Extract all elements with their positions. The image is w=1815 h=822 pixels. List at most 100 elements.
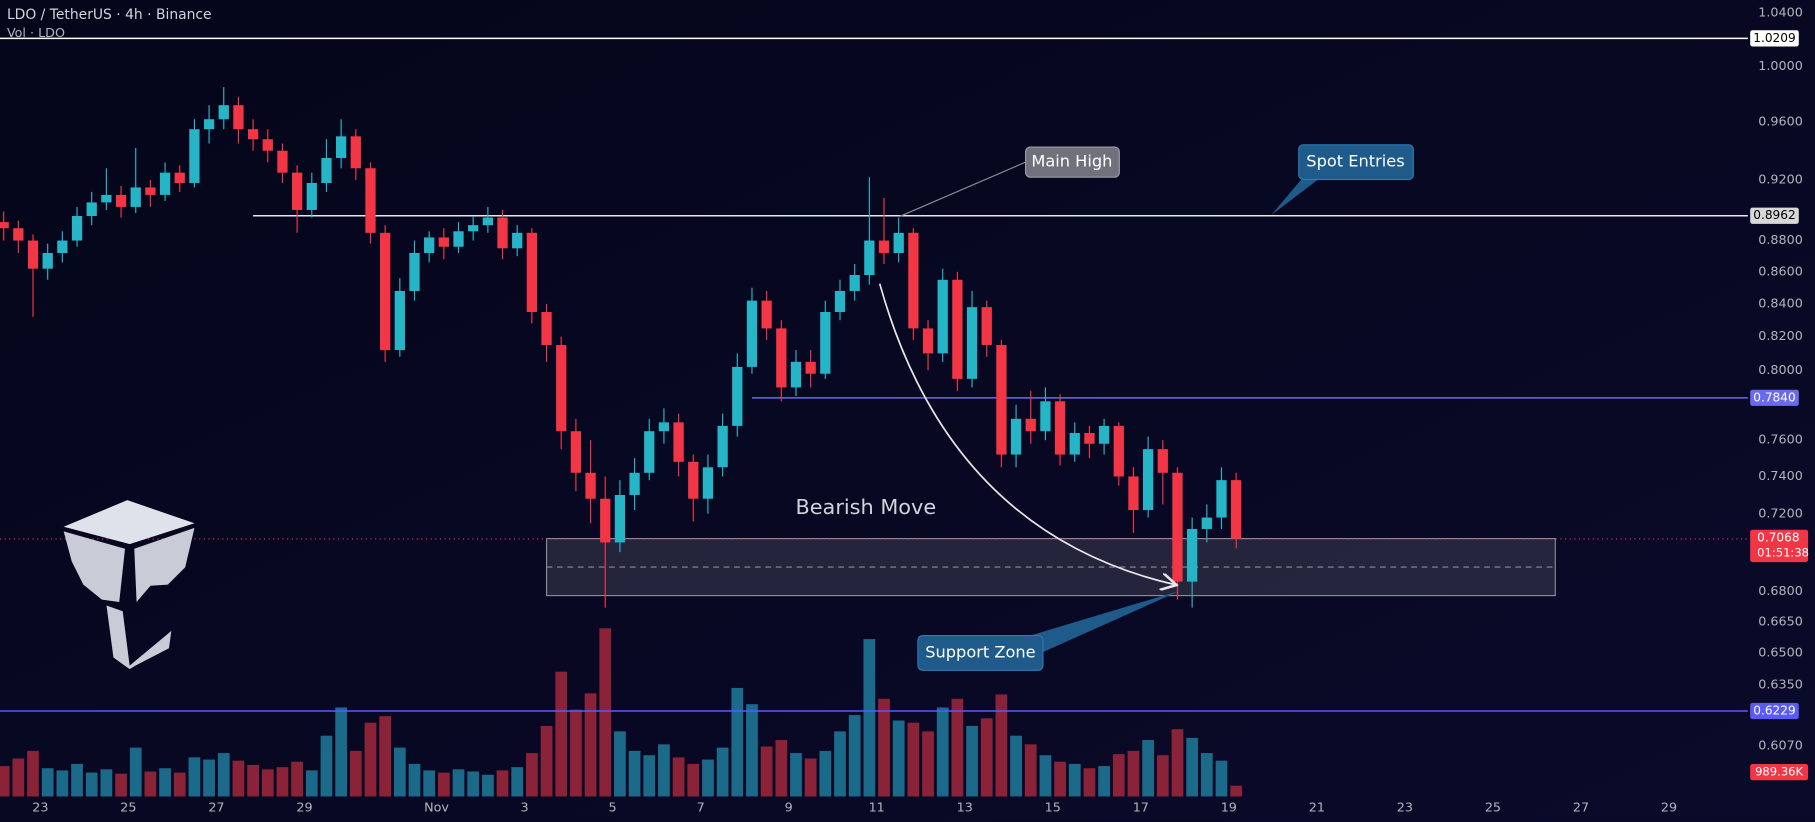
y-tick-label: 0.6650 bbox=[1758, 614, 1803, 629]
candle-body bbox=[717, 425, 728, 468]
candle-body bbox=[409, 252, 420, 291]
volume-bar bbox=[56, 770, 69, 797]
candle-body bbox=[849, 275, 860, 291]
candle-body bbox=[614, 494, 626, 543]
volume-bar bbox=[437, 772, 450, 797]
volume-bar bbox=[203, 759, 215, 797]
candle-body bbox=[981, 307, 992, 346]
volume-bar bbox=[41, 768, 54, 797]
volume-bar bbox=[217, 753, 230, 797]
volume-tag bbox=[1750, 764, 1809, 781]
volume-bar bbox=[658, 744, 670, 797]
y-tick-label: 1.0000 bbox=[1758, 59, 1803, 74]
volume-bar bbox=[687, 763, 700, 797]
x-tick-label: 23 bbox=[1397, 801, 1413, 816]
volume-bar bbox=[746, 704, 758, 797]
volume-bar bbox=[173, 772, 186, 797]
volume-bar bbox=[790, 753, 802, 797]
candle-body bbox=[1084, 432, 1095, 444]
volume-bar bbox=[320, 735, 333, 797]
candle-body bbox=[1069, 432, 1080, 455]
candle-body bbox=[952, 279, 963, 379]
candle-body bbox=[336, 136, 347, 159]
price-tag bbox=[1750, 30, 1799, 47]
candle-body bbox=[380, 232, 391, 351]
volume-bar bbox=[702, 759, 714, 797]
volume-bar bbox=[379, 716, 392, 797]
volume-bar bbox=[1068, 763, 1081, 797]
candle-body bbox=[673, 422, 684, 462]
candle-body bbox=[600, 498, 611, 543]
candle-body bbox=[130, 187, 141, 207]
candle-body bbox=[790, 361, 802, 388]
candle-body bbox=[805, 361, 816, 374]
candle-body bbox=[908, 232, 919, 329]
volume-bar bbox=[614, 731, 626, 797]
candle-body bbox=[1142, 449, 1154, 510]
candle-body bbox=[453, 231, 464, 247]
volume-bar bbox=[261, 769, 274, 797]
candle-body bbox=[556, 345, 567, 432]
candle-body bbox=[732, 366, 743, 426]
candle-body bbox=[1113, 425, 1124, 477]
volume-bar bbox=[349, 750, 362, 797]
volume-bar bbox=[481, 774, 494, 797]
callout-pointer bbox=[1270, 178, 1320, 216]
candle-body bbox=[1128, 476, 1139, 510]
volume-bar bbox=[848, 715, 861, 797]
volume-bar bbox=[716, 747, 729, 797]
candle-body bbox=[1098, 425, 1110, 444]
y-tick-label: 0.8600 bbox=[1758, 264, 1803, 279]
volume-bar bbox=[291, 761, 303, 797]
candle-body bbox=[658, 422, 670, 432]
volume-bar bbox=[760, 746, 773, 797]
plot bbox=[0, 37, 1748, 797]
callout-pointer bbox=[1018, 590, 1181, 656]
candle-body bbox=[776, 328, 787, 388]
x-tick-label: 13 bbox=[957, 801, 973, 816]
volume-bar bbox=[467, 771, 480, 797]
volume-bar bbox=[1215, 760, 1228, 797]
candle-body bbox=[86, 202, 97, 217]
x-tick-label: 29 bbox=[1661, 801, 1677, 816]
volume-title: Vol · LDO bbox=[7, 26, 65, 41]
volume-bar bbox=[247, 764, 259, 797]
x-tick-label: 29 bbox=[296, 801, 312, 816]
volume-bar bbox=[951, 698, 964, 797]
candle-body bbox=[1025, 418, 1036, 432]
candle-body bbox=[644, 431, 655, 473]
volume-bar bbox=[540, 725, 553, 797]
candle-body bbox=[218, 105, 229, 120]
x-tick-label: 7 bbox=[697, 801, 705, 816]
x-tick-label: 25 bbox=[1485, 801, 1501, 816]
volume-bar bbox=[892, 720, 905, 797]
candle-body bbox=[13, 228, 24, 241]
candle-body bbox=[629, 472, 640, 495]
volume-bar bbox=[100, 769, 113, 797]
volume-bar bbox=[1010, 735, 1022, 797]
candle-body bbox=[468, 225, 479, 232]
bearish-arrow bbox=[878, 283, 1175, 585]
volume-bar bbox=[188, 757, 201, 797]
candle-body bbox=[688, 461, 699, 499]
spot-entries: Spot Entries bbox=[1306, 152, 1404, 171]
volume-bar bbox=[672, 757, 685, 797]
y-tick-label: 0.9600 bbox=[1758, 115, 1803, 130]
volume-bar bbox=[144, 771, 157, 797]
y-tick-label: 0.6800 bbox=[1758, 584, 1803, 599]
candle-body bbox=[1010, 418, 1022, 455]
candle-body bbox=[996, 345, 1007, 455]
candle-body bbox=[541, 312, 552, 346]
price-tag bbox=[1750, 529, 1809, 563]
volume-bar bbox=[863, 639, 876, 797]
candle-body bbox=[115, 194, 127, 207]
volume-bar bbox=[115, 773, 127, 797]
candle-body bbox=[570, 431, 582, 473]
candle-body bbox=[321, 158, 332, 183]
volume-bar bbox=[1171, 729, 1184, 797]
bearish-move: Bearish Move bbox=[795, 495, 936, 519]
price-tag-label: 0.6229 bbox=[1753, 703, 1795, 717]
candle-body bbox=[174, 172, 185, 183]
